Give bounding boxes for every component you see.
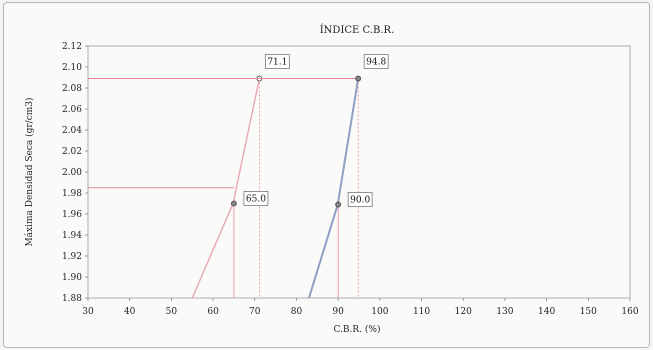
x-tick-label: 60 [207, 307, 219, 317]
y-tick-label: 1.88 [62, 294, 82, 304]
plot-area [87, 45, 631, 299]
x-tick-label: 70 [249, 307, 261, 317]
x-tick-label: 30 [82, 307, 94, 317]
series-lines [88, 75, 362, 299]
data-label-box [243, 191, 269, 206]
data-point [335, 201, 342, 208]
y-tick-label: 2.12 [62, 42, 82, 52]
data-label: 90.0 [350, 196, 370, 206]
y-tick-label: 1.98 [62, 189, 82, 199]
chart-title: ÍNDICE C.B.R. [320, 24, 395, 36]
y-tick-label: 2.06 [62, 105, 82, 115]
x-tick-label: 120 [455, 307, 472, 317]
y-tick-label: 2.02 [62, 147, 82, 157]
y-tick-label: 2.00 [62, 168, 82, 178]
y-tick-label: 1.90 [62, 273, 82, 283]
x-tick-label: 110 [413, 307, 430, 317]
data-label: 65.0 [246, 195, 266, 205]
data-label: 94.8 [366, 58, 386, 68]
x-tick-label: 100 [371, 307, 388, 317]
data-point [231, 200, 237, 207]
y-axis-label: Máxima Densidad Seca (gr/cm3) [24, 97, 35, 246]
x-axis-label: C.B.R. (%) [334, 324, 381, 335]
series-line [191, 78, 261, 299]
y-tick-label: 2.04 [62, 126, 82, 136]
y-tick-label: 1.94 [62, 231, 82, 241]
data-label-box [347, 192, 373, 207]
data-label: 71.1 [267, 58, 287, 68]
tick-labels: 30 40 50 60 70 80 90 100 110 120 130 140 150 160 1.88 1… [62, 42, 639, 317]
data-label-box [363, 54, 389, 69]
x-tick-label: 50 [166, 307, 178, 317]
x-tick-label: 130 [496, 307, 513, 317]
x-tick-label: 80 [291, 307, 303, 317]
y-tick-label: 2.10 [62, 63, 82, 73]
chart-frame [3, 2, 650, 348]
data-labels: 71.1 65.0 94.8 90.0 [243, 54, 389, 207]
x-tick-label: 40 [124, 307, 136, 317]
data-point [355, 75, 362, 82]
series-line [308, 78, 360, 299]
y-tick-label: 1.96 [62, 210, 82, 220]
x-tick-label: 150 [580, 307, 597, 317]
x-tick-label: 90 [332, 307, 344, 317]
y-tick-label: 2.08 [62, 84, 82, 94]
x-tick-label: 160 [621, 307, 638, 317]
data-label-box [264, 54, 290, 69]
x-tick-label: 140 [538, 307, 555, 317]
y-tick-label: 1.92 [62, 252, 82, 262]
